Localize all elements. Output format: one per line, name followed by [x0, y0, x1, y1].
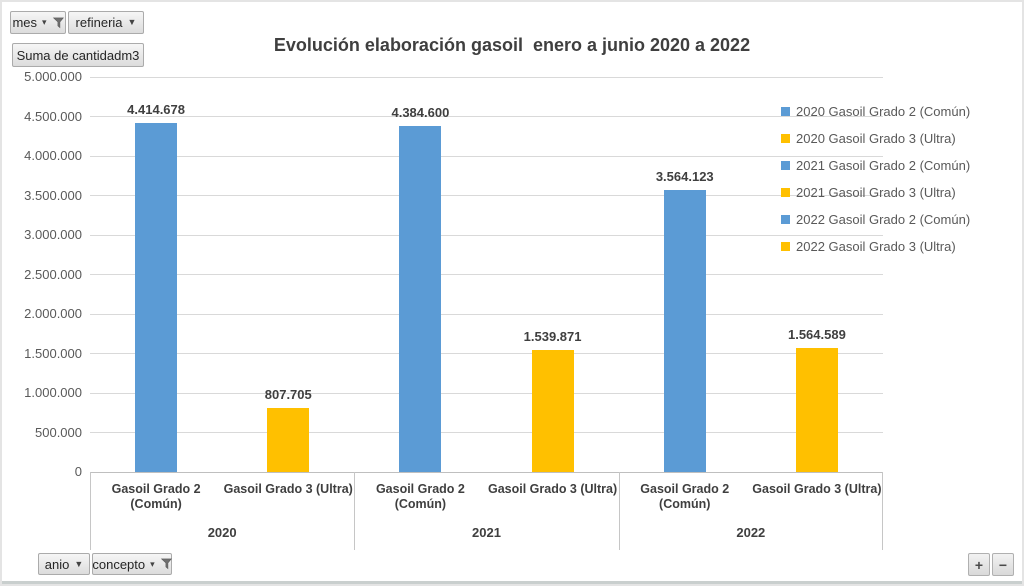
bar-data-label: 807.705 [264, 387, 312, 403]
gridline [90, 313, 883, 315]
bar[interactable] [135, 123, 178, 472]
x-axis-category-label: Gasoil Grado 2 (Común) [111, 482, 201, 511]
plot-area: 0 500.000 1.000.000 1.500.000 2.000.000 2.500… [24, 69, 883, 550]
axis-divider [618, 472, 620, 550]
zoom-out-button[interactable]: − [992, 553, 1014, 576]
y-axis-tick-label: 5.000.000 [24, 69, 82, 84]
legend-item[interactable]: 2020 Gasoil Grado 3 (Ultra) [781, 130, 970, 146]
field-button-mes[interactable]: mes ▾ [10, 11, 66, 34]
axis-divider [90, 472, 91, 550]
x-axis-category-label: Gasoil Grado 3 (Ultra) [487, 482, 618, 496]
y-axis-tick-label: 4.000.000 [24, 148, 82, 163]
legend-marker-icon [781, 133, 790, 143]
y-axis-tick-label: 4.500.000 [24, 108, 82, 124]
bar[interactable] [795, 348, 838, 472]
axis-divider [354, 472, 356, 550]
bar-data-label: 1.539.871 [523, 329, 582, 345]
dropdown-arrow-icon: ▼ [74, 558, 84, 569]
y-axis-tick-label: 2.500.000 [24, 266, 82, 282]
chart-title: Evolución elaboración gasoil enero a jun… [273, 35, 751, 55]
bar-data-label: 4.414.678 [127, 102, 185, 118]
axis-divider [882, 472, 883, 550]
gridline [90, 234, 883, 236]
gridline [90, 195, 883, 196]
bar-data-label: 1.564.589 [787, 327, 846, 343]
legend-label: 2022 Gasoil Grado 3 (Ultra) [796, 238, 956, 254]
x-axis-category-label: Gasoil Grado 2 (Común) [640, 482, 730, 511]
x-axis-category-label: Gasoil Grado 3 (Ultra) [752, 482, 882, 496]
legend-label: 2020 Gasoil Grado 3 (Ultra) [796, 130, 956, 146]
legend-marker-icon [781, 214, 790, 224]
field-button-label: concepto [92, 556, 146, 572]
bar[interactable] [531, 350, 574, 472]
zoom-in-button[interactable]: + [968, 553, 990, 576]
gridline [90, 116, 883, 117]
bar[interactable] [663, 190, 706, 472]
legend-item[interactable]: 2022 Gasoil Grado 3 (Ultra) [781, 238, 970, 254]
field-button-label: anio [44, 556, 70, 572]
gridline [90, 432, 883, 433]
legend-item[interactable]: 2021 Gasoil Grado 2 (Común) [781, 157, 970, 173]
bottom-border-strip [2, 581, 1022, 584]
y-axis-tick-label: 1.000.000 [24, 385, 82, 400]
y-axis-tick-label: 0 [74, 464, 82, 479]
x-axis-group-label: 2020 [207, 525, 237, 540]
field-button-anio[interactable]: anio ▼ [38, 553, 90, 575]
legend-label: 2021 Gasoil Grado 3 (Ultra) [796, 184, 956, 200]
dropdown-arrow-icon: ▾ [42, 17, 47, 27]
gridline [90, 274, 883, 275]
y-axis-tick-label: 2.000.000 [24, 306, 82, 321]
y-axis-tick-label: 1.500.000 [24, 345, 82, 361]
field-button-label: refineria [75, 15, 123, 30]
gridline [90, 76, 883, 78]
legend-label: 2022 Gasoil Grado 2 (Común) [796, 211, 971, 227]
x-axis-category-label: Gasoil Grado 3 (Ultra) [223, 482, 353, 496]
dropdown-arrow-icon: ▼ [127, 17, 137, 27]
field-button-label: mes [12, 15, 38, 30]
legend-marker-icon [781, 106, 790, 116]
field-button-concepto[interactable]: concepto ▾ [92, 553, 172, 575]
field-button-label: Suma de cantidadm3 [16, 47, 140, 63]
legend-marker-icon [781, 160, 790, 170]
gridline [90, 155, 883, 157]
filter-funnel-icon [52, 17, 64, 29]
bar[interactable] [399, 125, 442, 472]
y-axis-tick-label: 3.000.000 [24, 227, 82, 242]
legend-item[interactable]: 2022 Gasoil Grado 2 (Común) [781, 211, 970, 227]
gridline [90, 353, 883, 354]
legend-marker-icon [781, 241, 790, 251]
value-field-button[interactable]: Suma de cantidadm3 [12, 43, 144, 67]
field-button-refineria[interactable]: refineria ▼ [68, 11, 144, 34]
filter-funnel-icon [160, 558, 172, 570]
legend-item[interactable]: 2020 Gasoil Grado 2 (Común) [781, 103, 970, 119]
legend-marker-icon [781, 187, 790, 197]
x-axis-group-label: 2022 [736, 525, 766, 540]
bar-data-label: 3.564.123 [655, 169, 714, 185]
legend: 2020 Gasoil Grado 2 (Común) 2020 Gasoil G… [781, 103, 970, 265]
dropdown-arrow-icon: ▾ [150, 558, 155, 569]
x-axis-line [90, 471, 883, 473]
legend-label: 2020 Gasoil Grado 2 (Común) [796, 103, 971, 119]
legend-label: 2021 Gasoil Grado 2 (Común) [796, 157, 971, 173]
x-axis-group-label: 2021 [472, 525, 501, 540]
x-axis-category-label: Gasoil Grado 2 (Común) [375, 482, 465, 511]
y-axis-tick-label: 500.000 [35, 424, 82, 440]
y-axis-tick-label: 3.500.000 [24, 187, 82, 203]
bar[interactable] [267, 408, 310, 472]
bar-data-label: 4.384.600 [391, 104, 450, 120]
gridline [90, 392, 883, 394]
legend-item[interactable]: 2021 Gasoil Grado 3 (Ultra) [781, 184, 970, 200]
